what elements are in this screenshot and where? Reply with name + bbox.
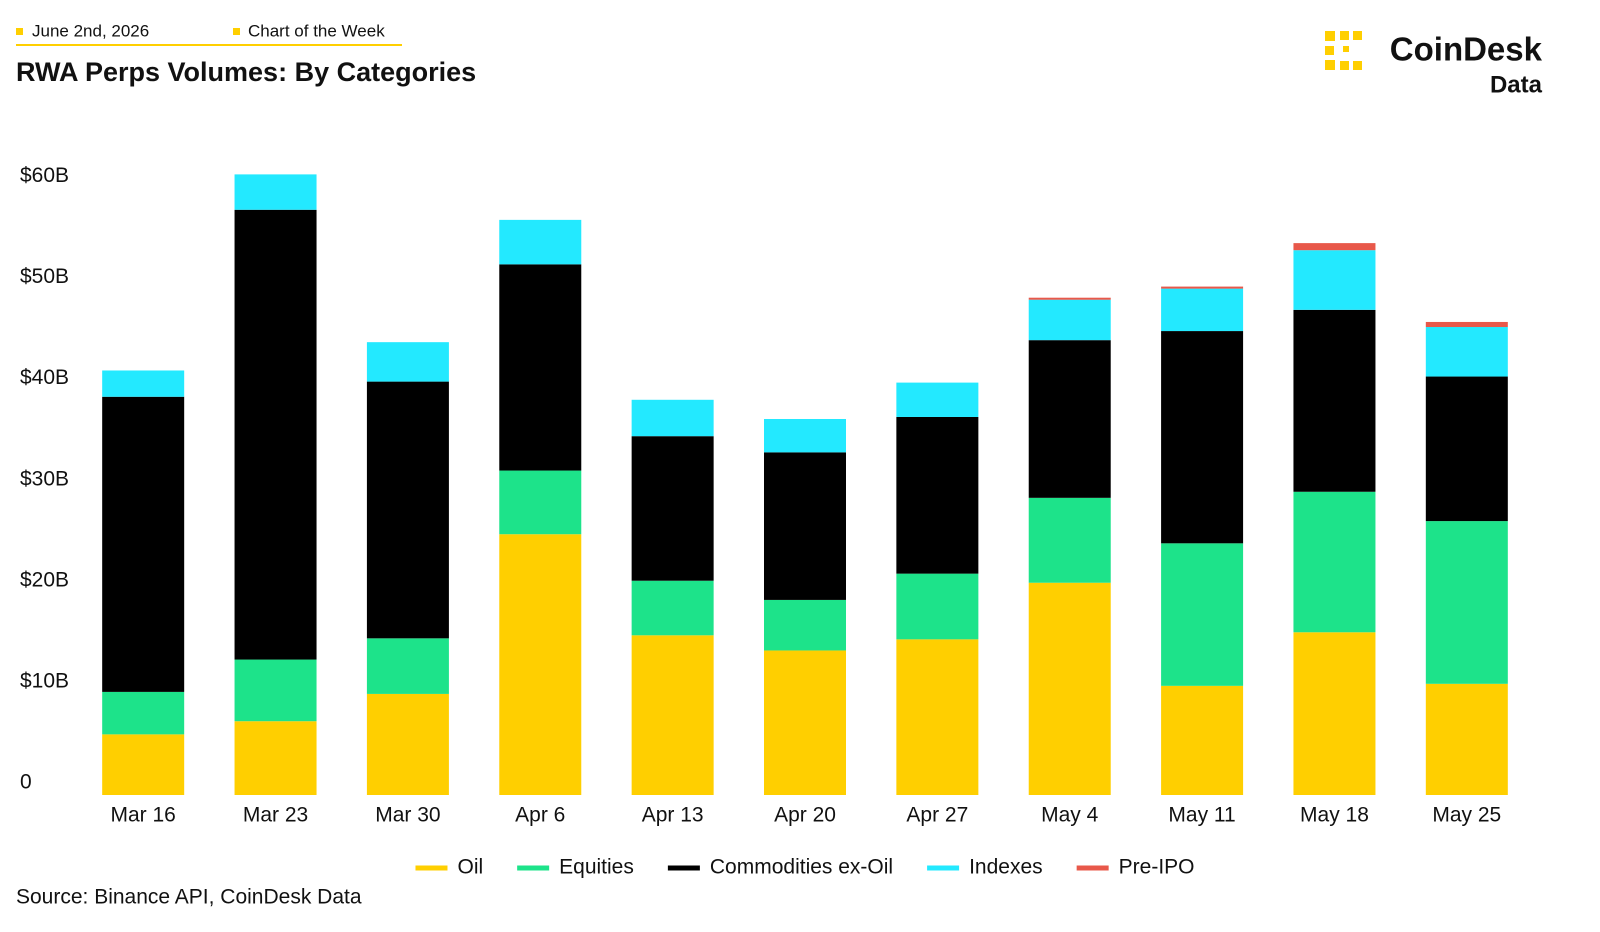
legend-label: Pre-IPO: [1119, 856, 1195, 879]
legend-item: Equities: [517, 856, 634, 879]
legend-label: Commodities ex-Oil: [710, 856, 893, 879]
y-tick-label: $60B: [20, 164, 69, 187]
bullet: [233, 28, 240, 35]
bar-segment: [764, 599, 846, 651]
bar-segment: [631, 399, 714, 437]
y-tick-label: 0: [20, 771, 32, 794]
bar-segment: [896, 416, 979, 574]
bar-segment: [102, 734, 185, 795]
x-tick-label: Mar 16: [111, 804, 176, 827]
bar-segment: [764, 452, 846, 600]
brand: CoinDesk: [1390, 31, 1543, 68]
x-tick-label: May 11: [1168, 804, 1235, 827]
bar-segment: [1293, 491, 1376, 633]
y-tick-label: $50B: [20, 265, 69, 288]
legend-item: Oil: [415, 856, 483, 879]
legend-label: Indexes: [969, 856, 1043, 879]
bar-segment: [1028, 297, 1111, 300]
x-tick-label: Apr 27: [906, 804, 968, 827]
bar-segment: [1425, 376, 1508, 522]
bar-segment: [234, 209, 317, 660]
legend-item: Commodities ex-Oil: [667, 856, 893, 879]
bar-segment: [366, 638, 449, 694]
bar-segment: [1293, 309, 1376, 492]
bar-segment: [1293, 243, 1376, 251]
bar-segment: [1425, 683, 1508, 795]
logo-icon: [1325, 31, 1362, 70]
source: Source: Binance API, CoinDesk Data: [16, 886, 362, 909]
bar-segment: [366, 693, 449, 795]
x-tick-label: Apr 6: [515, 804, 565, 827]
tag: Chart of the Week: [248, 21, 385, 40]
chart-title: RWA Perps Volumes: By Categories: [16, 57, 476, 87]
bar-segment: [1028, 582, 1111, 795]
bar-segment: [764, 418, 846, 453]
bar-segment: [1293, 250, 1376, 310]
bar-segment: [1425, 321, 1508, 328]
bar-segment: [631, 580, 714, 636]
bar-segment: [1425, 327, 1508, 377]
x-tick-label: Apr 13: [642, 804, 704, 827]
x-tick-label: May 4: [1041, 804, 1099, 827]
bar-segment: [234, 174, 317, 210]
bar-segment: [1161, 543, 1244, 686]
bar-segment: [1161, 288, 1244, 332]
x-tick-label: Apr 20: [774, 804, 836, 827]
bar-segment: [102, 370, 185, 397]
bar-segment: [631, 436, 714, 581]
bar-segment: [1161, 685, 1244, 795]
bar-segment: [499, 219, 582, 265]
bar-segment: [1028, 299, 1111, 341]
y-tick-label: $40B: [20, 366, 69, 389]
x-tick-label: Mar 30: [375, 804, 440, 827]
x-tick-label: May 25: [1432, 804, 1501, 827]
bar-segment: [366, 381, 449, 639]
bar-segment: [896, 382, 979, 417]
bullet: [16, 28, 23, 35]
bar-segment: [764, 650, 846, 795]
bar-segment: [1293, 632, 1376, 795]
date: June 2nd, 2026: [32, 21, 149, 40]
bar-segment: [896, 573, 979, 640]
legend-item: Indexes: [927, 856, 1043, 879]
bar-segment: [499, 534, 582, 795]
bar-segment: [1028, 340, 1111, 498]
bar-segment: [499, 470, 582, 535]
bar-segment: [499, 264, 582, 471]
bar-segment: [102, 396, 185, 692]
bar-segment: [102, 691, 185, 735]
bar-segment: [1425, 521, 1508, 684]
bar-segment: [631, 635, 714, 795]
bar-segment: [1161, 286, 1244, 289]
bar-segment: [366, 342, 449, 382]
y-tick-label: $20B: [20, 568, 69, 591]
x-tick-label: May 18: [1300, 804, 1369, 827]
bar-segment: [896, 639, 979, 795]
legend-label: Oil: [457, 856, 483, 879]
y-tick-label: $30B: [20, 467, 69, 490]
bar-segment: [234, 721, 317, 795]
bar-segment: [234, 659, 317, 722]
bar-segment: [1028, 497, 1111, 583]
x-tick-label: Mar 23: [243, 804, 308, 827]
bar-segment: [1161, 331, 1244, 544]
y-tick-label: $10B: [20, 669, 69, 692]
legend-item: Pre-IPO: [1076, 856, 1195, 879]
brand-sub: Data: [1490, 71, 1543, 98]
legend-label: Equities: [559, 856, 634, 879]
